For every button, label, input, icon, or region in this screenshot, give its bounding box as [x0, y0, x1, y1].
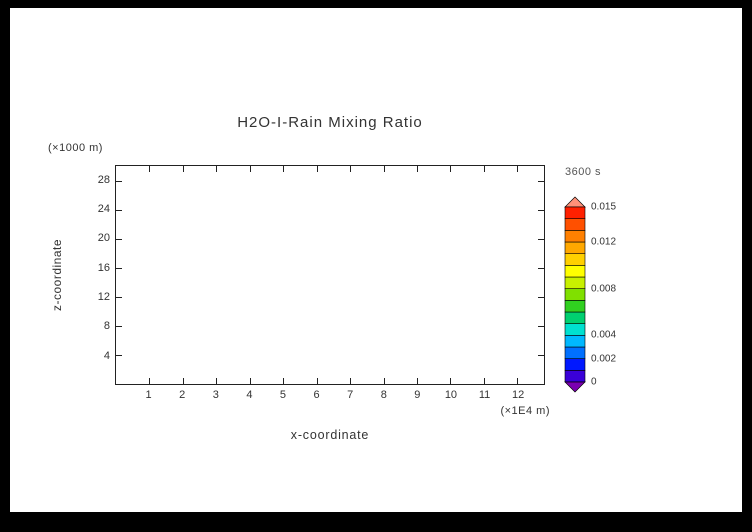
- colorbar-segment: [564, 265, 586, 278]
- x-axis-tick: [283, 378, 285, 384]
- colorbar-tick-label: 0.012: [591, 236, 617, 248]
- x-axis-tick: [149, 166, 151, 172]
- plot-panel: H2O-I-Rain Mixing Ratio (×1000 m) 4 8 12 16…: [10, 8, 742, 512]
- x-axis-tick: [249, 378, 251, 384]
- y-tick-label: 8: [103, 320, 110, 333]
- x-tick-labels: 1 2 3 4 5 6 7 8 9 10 11 12: [115, 389, 545, 403]
- x-axis-tick: [383, 378, 385, 384]
- x-axis-tick: [350, 378, 352, 384]
- x-axis-tick: [416, 378, 418, 384]
- colorbar-svg: [564, 196, 586, 393]
- x-axis-tick: [517, 378, 519, 384]
- colorbar-segment: [564, 370, 586, 383]
- colorbar-segment: [564, 323, 586, 336]
- colorbar-tick-label: 0.015: [591, 201, 617, 213]
- colorbar-labels: 0 0.002 0.004 0.008 0.012 0.015: [591, 195, 633, 393]
- colorbar-segment: [564, 311, 586, 324]
- x-tick-label: 3: [212, 389, 219, 401]
- colorbar-above-arrow: [564, 196, 586, 208]
- y-axis-tick: [538, 209, 544, 211]
- x-tick-label: 1: [145, 389, 152, 401]
- colorbar-tick-label: 0: [591, 376, 597, 388]
- y-tick-label: 28: [97, 173, 110, 186]
- colorbar-segment: [564, 241, 586, 254]
- colorbar-tick-label: 0.002: [591, 353, 617, 365]
- y-axis-tick: [538, 267, 544, 269]
- x-axis-tick: [416, 166, 418, 172]
- colorbar-segment: [564, 288, 586, 301]
- chart-title: H2O-I-Rain Mixing Ratio: [237, 114, 423, 131]
- y-axis-tick: [116, 238, 122, 240]
- y-axis-tick: [538, 354, 544, 356]
- colorbar-segment: [564, 346, 586, 359]
- y-tick-label: 16: [97, 261, 110, 274]
- y-axis-tick: [116, 209, 122, 211]
- y-axis-tick: [116, 354, 122, 356]
- colorbar-segment: [564, 276, 586, 289]
- y-tick-label: 20: [97, 232, 110, 245]
- colorbar-segment: [564, 230, 586, 243]
- x-axis-tick: [316, 378, 318, 384]
- y-axis-tick: [538, 238, 544, 240]
- colorbar-segment: [564, 335, 586, 348]
- x-axis-tick: [149, 378, 151, 384]
- colorbar-tick-label: 0.008: [591, 283, 617, 295]
- y-tick-label: 12: [97, 291, 110, 303]
- y-tick-labels: 4 8 12 16 20 24 28: [78, 165, 110, 385]
- x-tick-label: 8: [380, 389, 387, 401]
- x-tick-label: 5: [279, 389, 287, 401]
- colorbar-segment: [564, 218, 586, 231]
- x-tick-label: 10: [444, 389, 458, 401]
- colorbar-segment: [564, 206, 586, 219]
- y-axis-tick: [116, 267, 122, 269]
- x-axis-tick: [450, 378, 452, 384]
- plot-area: [115, 165, 545, 385]
- x-axis-tick: [383, 166, 385, 172]
- x-axis-tick: [283, 166, 285, 172]
- y-axis-tick: [116, 325, 122, 327]
- x-axis-tick: [316, 166, 318, 172]
- x-axis-units: (×1E4 m): [500, 405, 550, 417]
- x-tick-label: 6: [313, 389, 320, 401]
- x-tick-label: 9: [414, 389, 421, 401]
- x-axis-tick: [517, 166, 519, 172]
- colorbar-segment: [564, 358, 586, 371]
- x-axis-title: x-coordinate: [290, 428, 370, 442]
- x-tick-label: 2: [179, 389, 186, 401]
- x-axis-tick: [216, 166, 218, 172]
- x-axis-tick: [450, 166, 452, 172]
- y-axis-tick: [538, 180, 544, 182]
- x-tick-label: 12: [512, 389, 525, 401]
- x-axis-tick: [483, 166, 485, 172]
- x-axis-tick: [483, 378, 485, 384]
- x-axis-tick: [182, 378, 184, 384]
- y-axis-tick: [538, 325, 544, 327]
- time-label: 3600 s: [565, 166, 602, 178]
- y-axis-tick: [116, 180, 122, 182]
- x-axis-tick: [249, 166, 251, 172]
- x-tick-label: 7: [347, 389, 354, 401]
- y-tick-label: 24: [97, 203, 110, 215]
- y-axis-title: z-coordinate: [50, 238, 64, 312]
- y-axis-units: (×1000 m): [48, 142, 103, 154]
- x-axis-tick: [182, 166, 184, 172]
- x-tick-label: 11: [478, 389, 491, 401]
- y-tick-label: 4: [103, 349, 110, 362]
- colorbar-tick-label: 0.004: [591, 329, 617, 341]
- x-axis-tick: [350, 166, 352, 172]
- colorbar: [563, 195, 587, 399]
- x-tick-label: 4: [246, 389, 253, 401]
- colorbar-segment: [564, 253, 586, 266]
- y-axis-tick: [538, 296, 544, 298]
- colorbar-segment: [564, 300, 586, 313]
- colorbar-below-arrow: [564, 381, 586, 393]
- x-axis-tick: [216, 378, 218, 384]
- y-axis-tick: [116, 296, 122, 298]
